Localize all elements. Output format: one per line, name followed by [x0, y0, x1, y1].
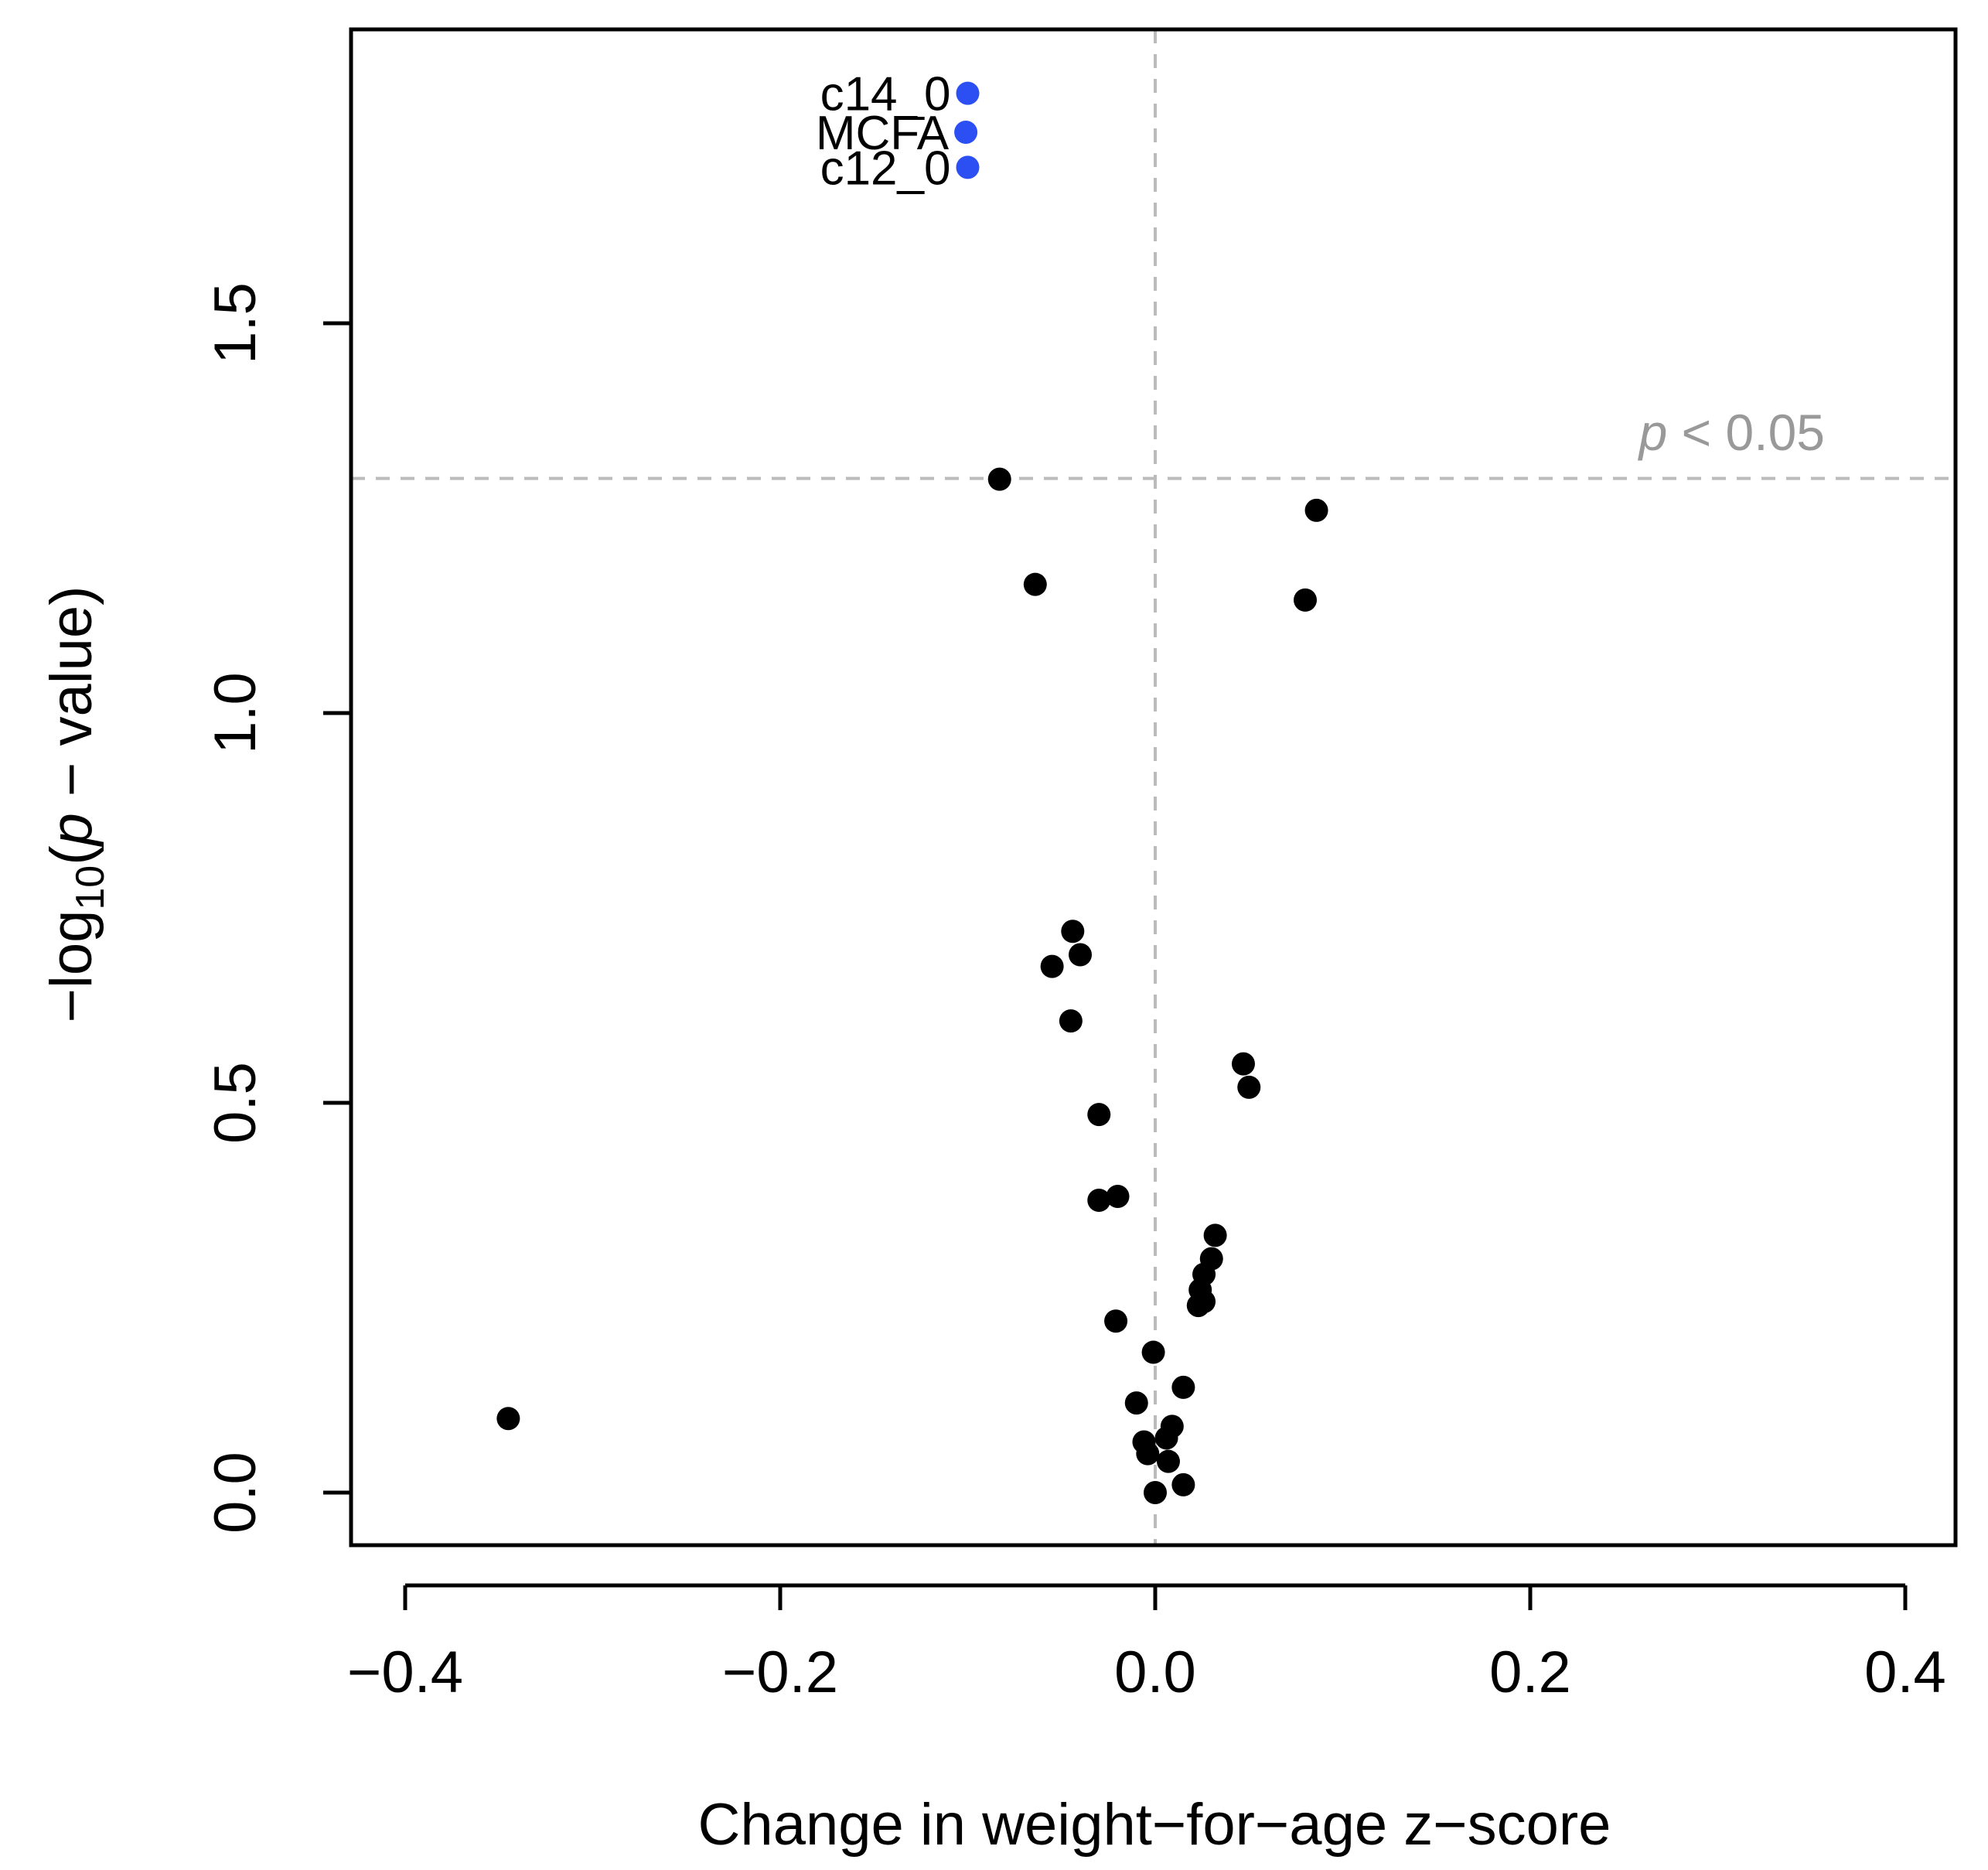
y-tick-label: 0.0 — [203, 1452, 268, 1534]
data-point — [1171, 1375, 1195, 1399]
data-point — [1144, 1481, 1167, 1504]
reference-lines — [351, 29, 1956, 1545]
data-point — [496, 1407, 520, 1431]
data-point — [1136, 1442, 1160, 1466]
data-point — [1087, 1103, 1111, 1127]
data-point — [1061, 920, 1085, 944]
data-point — [1040, 954, 1064, 978]
data-point — [1059, 1009, 1083, 1033]
data-point — [1023, 572, 1047, 596]
x-tick-label: 0.2 — [1489, 1640, 1571, 1705]
point-label: MCFA — [816, 107, 950, 160]
y-axis: 0.0 0.5 1.0 1.5 — [203, 282, 353, 1534]
y-tick-label: 0.5 — [203, 1062, 268, 1144]
data-point — [1231, 1052, 1255, 1076]
data-point — [1203, 1223, 1227, 1247]
data-point — [1237, 1075, 1261, 1099]
data-point — [1141, 1340, 1165, 1364]
data-point — [1104, 1309, 1128, 1333]
data-point — [1171, 1472, 1195, 1496]
data-point — [1124, 1391, 1148, 1415]
data-point — [1069, 943, 1092, 967]
significant-point — [954, 121, 978, 145]
y-axis-title: −log10(p − value) — [39, 586, 113, 1023]
data-point — [1186, 1294, 1210, 1318]
data-point — [1154, 1426, 1178, 1450]
data-point — [1156, 1449, 1180, 1473]
data-points — [496, 81, 1328, 1504]
data-point — [1087, 1189, 1111, 1212]
point-label: c12_0 — [820, 142, 951, 195]
x-tick-label: −0.2 — [722, 1640, 838, 1705]
data-point — [987, 467, 1011, 491]
significant-point — [956, 81, 980, 105]
data-point — [1304, 498, 1328, 522]
data-point — [1294, 588, 1317, 612]
threshold-label: p < 0.05 — [1638, 404, 1825, 461]
significant-point — [956, 155, 980, 179]
x-tick-label: 0.4 — [1864, 1640, 1946, 1705]
point-label: c14_0 — [820, 68, 951, 121]
y-tick-label: 1.5 — [203, 282, 268, 364]
x-tick-label: 0.0 — [1114, 1640, 1196, 1705]
data-point — [1106, 1184, 1130, 1208]
x-axis-title: Change in weight−for−age z−score — [698, 1792, 1611, 1858]
y-tick-label: 1.0 — [203, 672, 268, 754]
x-tick-label: −0.4 — [347, 1640, 463, 1705]
x-axis: −0.4 −0.2 0.0 0.2 0.4 — [347, 1583, 1946, 1705]
